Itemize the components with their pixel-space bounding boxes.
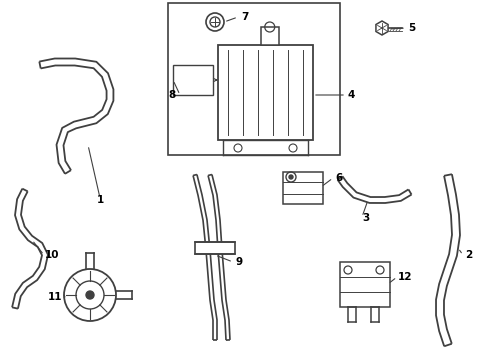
Text: 8: 8 (168, 90, 175, 100)
Text: 12: 12 (398, 272, 413, 282)
Text: 2: 2 (465, 250, 472, 260)
Bar (261, 27, 279, 45)
Text: 5: 5 (408, 23, 415, 33)
Circle shape (86, 291, 94, 299)
Circle shape (289, 175, 293, 179)
Bar (340, 262, 390, 307)
Text: 11: 11 (48, 292, 63, 302)
Bar (173, 65, 213, 95)
Bar (218, 45, 313, 140)
Text: 3: 3 (362, 213, 369, 223)
Text: 1: 1 (97, 195, 103, 205)
Text: 4: 4 (348, 90, 355, 100)
Bar (168, 3, 340, 155)
Text: 7: 7 (241, 12, 248, 22)
Bar (195, 242, 235, 254)
Bar (283, 172, 323, 204)
Text: 9: 9 (235, 257, 242, 267)
Text: 10: 10 (45, 250, 59, 260)
Text: 6: 6 (335, 173, 342, 183)
